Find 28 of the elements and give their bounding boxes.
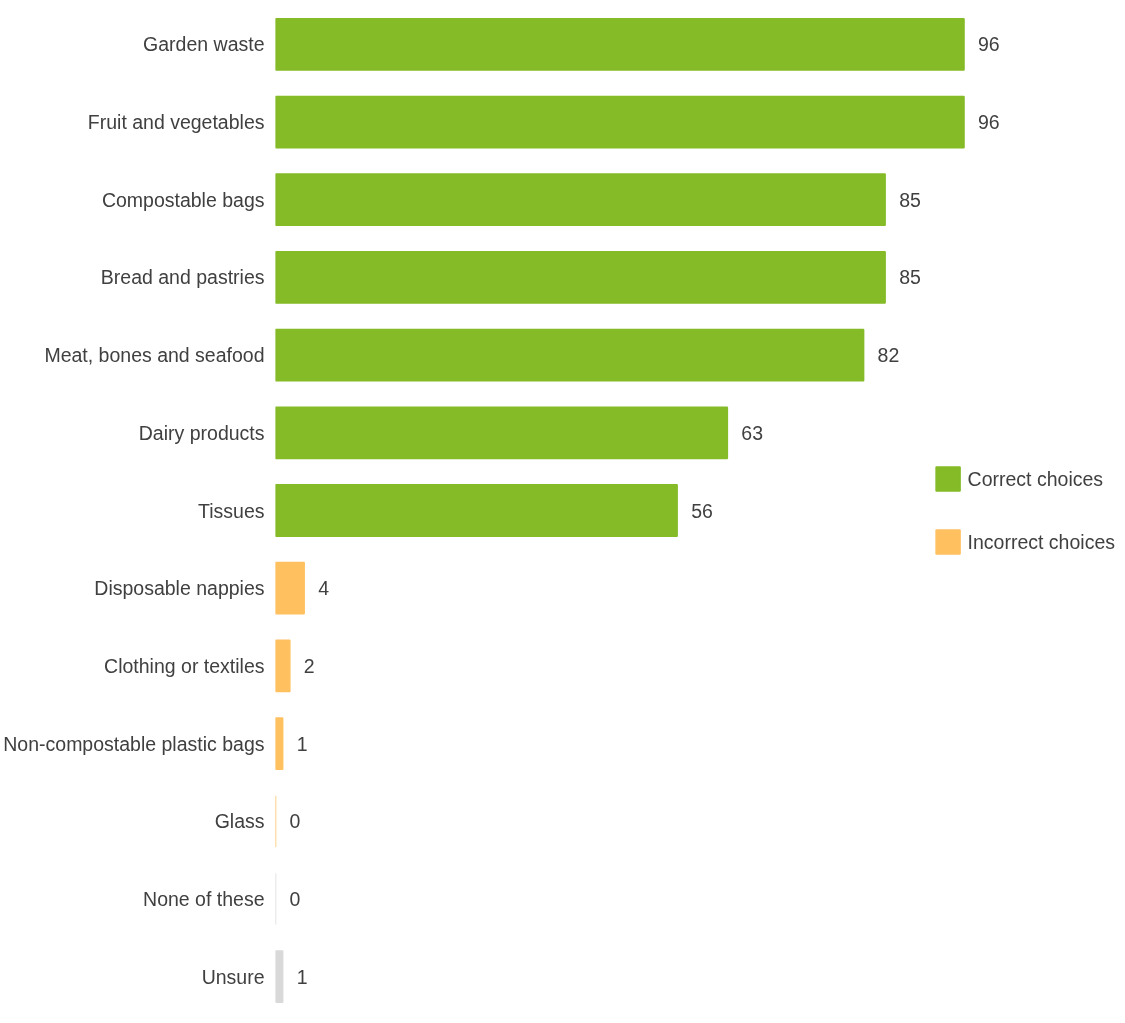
data-label: 82 [877, 344, 900, 367]
data-label: 85 [899, 266, 921, 289]
data-label: 4 [318, 577, 330, 600]
data-label: 0 [289, 887, 301, 910]
legend-label: Correct choices [967, 467, 1104, 490]
y-tick-label: Unsure [201, 965, 265, 988]
data-label: 56 [691, 499, 713, 522]
y-tick-label: Disposable nappies [94, 577, 265, 600]
y-tick-label: Glass [214, 810, 265, 833]
data-label: 1 [296, 732, 308, 755]
y-tick-label: Meat, bones and seafood [44, 344, 265, 367]
data-label: 0 [289, 810, 301, 833]
data-label: 85 [899, 188, 921, 211]
y-tick-label: Compostable bags [101, 188, 265, 211]
y-tick-label: Clothing or textiles [104, 654, 265, 677]
data-label: 1 [296, 965, 308, 988]
y-tick-label: Non-compostable plastic bags [3, 732, 265, 755]
y-tick-label: None of these [143, 887, 265, 910]
data-label: 96 [978, 33, 1000, 56]
y-tick-label: Fruit and vegetables [87, 111, 265, 134]
y-tick-label: Garden waste [143, 33, 265, 56]
y-tick-label: Dairy products [138, 421, 265, 444]
data-label: 63 [741, 421, 764, 444]
y-tick-label: Bread and pastries [100, 266, 265, 289]
data-label: 96 [978, 111, 1000, 134]
data-label: 2 [303, 654, 315, 677]
y-tick-label: Tissues [198, 499, 265, 522]
legend-label: Incorrect choices [967, 530, 1115, 553]
